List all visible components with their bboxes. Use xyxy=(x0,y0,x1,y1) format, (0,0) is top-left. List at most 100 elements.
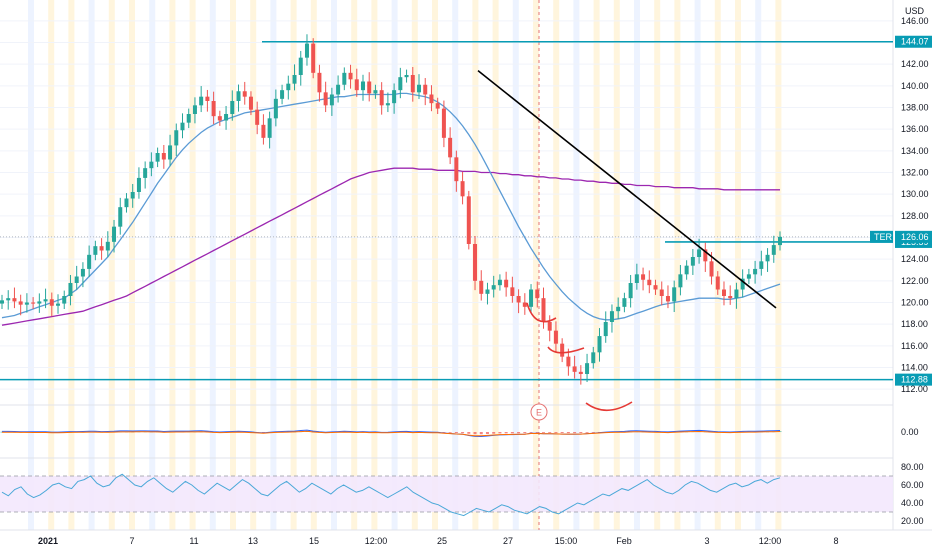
candle-body xyxy=(423,84,428,95)
macd-histogram-bar xyxy=(535,432,539,433)
pattern-arc xyxy=(526,302,557,323)
candle-body xyxy=(205,96,210,101)
session-band xyxy=(432,0,438,530)
candle-body xyxy=(572,366,577,372)
candle-body xyxy=(286,83,291,91)
y-tick-label: 118.00 xyxy=(901,319,928,329)
macd-histogram-bar xyxy=(591,432,595,433)
candle-body xyxy=(516,296,521,303)
level-price-tag xyxy=(895,35,932,48)
macd-histogram-bar xyxy=(467,432,471,434)
candle-body xyxy=(56,303,61,306)
y-tick-label: 132.00 xyxy=(901,168,929,178)
candle-body xyxy=(460,181,465,197)
candle-body xyxy=(454,157,459,182)
trendline xyxy=(477,70,777,309)
candle-body xyxy=(721,289,726,296)
earnings-label: E xyxy=(536,408,542,418)
macd-histogram-bar xyxy=(517,432,521,434)
candle-body xyxy=(709,261,714,277)
rsi-pane xyxy=(0,473,893,517)
pattern-arc xyxy=(585,401,633,412)
macd-histogram-bar xyxy=(504,432,508,434)
candle-body xyxy=(348,72,353,80)
macd-histogram-bar xyxy=(541,432,545,433)
currency-label: USD xyxy=(905,6,925,16)
x-tick-label: 11 xyxy=(189,536,198,546)
candle-body xyxy=(62,296,67,304)
candle-body xyxy=(242,91,247,97)
session-band xyxy=(492,0,499,530)
candle-body xyxy=(616,306,621,312)
candle-body xyxy=(603,322,608,337)
x-tick-label: 7 xyxy=(129,536,134,546)
candle-body xyxy=(398,77,403,91)
y-tick-label: 142.00 xyxy=(901,59,929,69)
x-tick-label: 15:00 xyxy=(555,536,578,546)
macd-histogram-bar xyxy=(523,432,527,434)
candle-body xyxy=(230,101,235,114)
candlesticks xyxy=(0,34,782,385)
rsi-tick-label: 40.00 xyxy=(901,498,924,508)
macd-histogram-bar xyxy=(473,432,477,435)
candle-body xyxy=(485,289,490,294)
y-tick-label: 122.00 xyxy=(901,276,929,286)
macd-histogram-bar xyxy=(573,432,577,434)
session-band xyxy=(735,0,741,530)
candle-body xyxy=(105,241,110,251)
candle-body xyxy=(24,302,29,305)
level-price-label: 112.88 xyxy=(901,375,928,385)
candle-body xyxy=(771,245,776,255)
last-price-tag xyxy=(895,230,932,243)
candle-body xyxy=(367,81,372,94)
candle-body xyxy=(715,276,720,290)
candle-body xyxy=(497,279,502,286)
session-band xyxy=(553,0,560,530)
candle-body xyxy=(143,168,148,178)
candle-body xyxy=(12,298,17,302)
session-band xyxy=(411,0,418,530)
macd-histogram-bar xyxy=(560,432,564,434)
session-band xyxy=(512,0,519,530)
session-band xyxy=(694,0,701,530)
candle-body xyxy=(665,296,670,302)
macd-histogram-bar xyxy=(566,432,570,434)
candle-body xyxy=(435,103,440,109)
candle-body xyxy=(553,330,558,344)
candle-body xyxy=(18,301,23,305)
ticker-tag xyxy=(870,230,893,243)
session-band xyxy=(209,0,216,530)
level-price-label: 144.07 xyxy=(901,37,929,47)
session-band xyxy=(533,0,539,530)
candle-body xyxy=(597,336,602,353)
session-band xyxy=(28,0,34,530)
y-tick-label: 140.00 xyxy=(901,81,929,91)
candle-body xyxy=(653,285,658,290)
candle-body xyxy=(336,84,341,95)
candle-body xyxy=(360,81,365,91)
candle-body xyxy=(678,274,683,288)
session-band xyxy=(48,0,55,530)
candle-body xyxy=(734,289,739,299)
macd-histogram-bar xyxy=(454,432,458,434)
candle-body xyxy=(136,177,141,192)
candle-body xyxy=(529,289,534,307)
candle-body xyxy=(354,79,359,91)
candle-body xyxy=(49,299,54,306)
candle-body xyxy=(728,296,733,299)
candle-body xyxy=(473,244,478,281)
candle-body xyxy=(31,302,36,304)
y-tick-label: 130.00 xyxy=(901,189,929,199)
candle-body xyxy=(124,198,129,208)
candle-body xyxy=(535,289,540,299)
session-band xyxy=(290,0,297,530)
session-band xyxy=(452,0,459,530)
session-band xyxy=(230,0,236,530)
y-tick-label: 134.00 xyxy=(901,146,929,156)
session-band xyxy=(270,0,277,530)
session-band xyxy=(573,0,580,530)
session-band xyxy=(391,0,398,530)
macd-histogram-bar xyxy=(498,432,502,434)
